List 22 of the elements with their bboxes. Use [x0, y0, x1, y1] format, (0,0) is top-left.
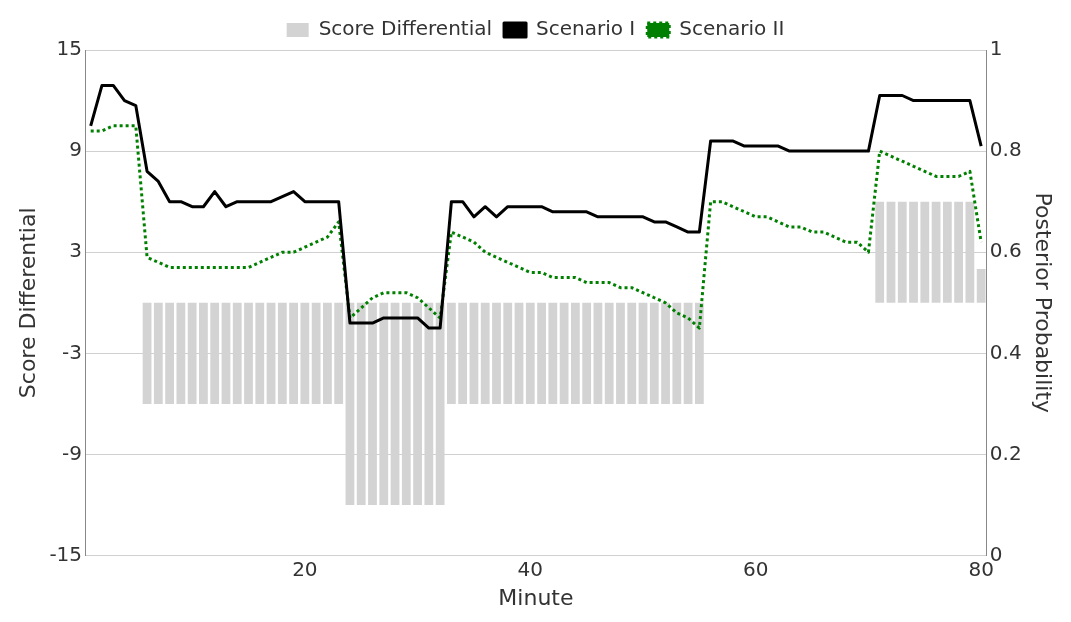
- y-tick-label: 9: [69, 137, 83, 162]
- y-tick-label: -15: [49, 541, 83, 566]
- y2-tick-label: 0.4: [989, 339, 1022, 364]
- y2-tick-label: 0.2: [989, 440, 1022, 465]
- bar: [976, 269, 986, 303]
- y-axis-title: Score Differential: [14, 207, 40, 399]
- x-axis-title: Minute: [498, 584, 574, 610]
- y2-tick-label: 0.8: [989, 137, 1022, 162]
- y2-axis-title: Posterior Probability: [1031, 192, 1057, 414]
- x-tick-label: 60: [743, 556, 769, 581]
- legend-label: Scenario I: [536, 16, 636, 41]
- y-tick-label: -3: [62, 339, 83, 364]
- y-tick-label: 3: [69, 238, 83, 263]
- x-tick-label: 40: [517, 556, 544, 581]
- y-tick-label: 15: [56, 36, 83, 61]
- legend-label: Scenario II: [679, 16, 785, 41]
- legend-label: Score Differential: [318, 16, 493, 41]
- y-tick-label: -9: [62, 440, 83, 465]
- y2-tick-label: 0.6: [989, 238, 1022, 263]
- x-tick-label: 20: [292, 556, 318, 581]
- line-series: [89, 124, 983, 330]
- y2-tick-label: 1: [989, 36, 1003, 61]
